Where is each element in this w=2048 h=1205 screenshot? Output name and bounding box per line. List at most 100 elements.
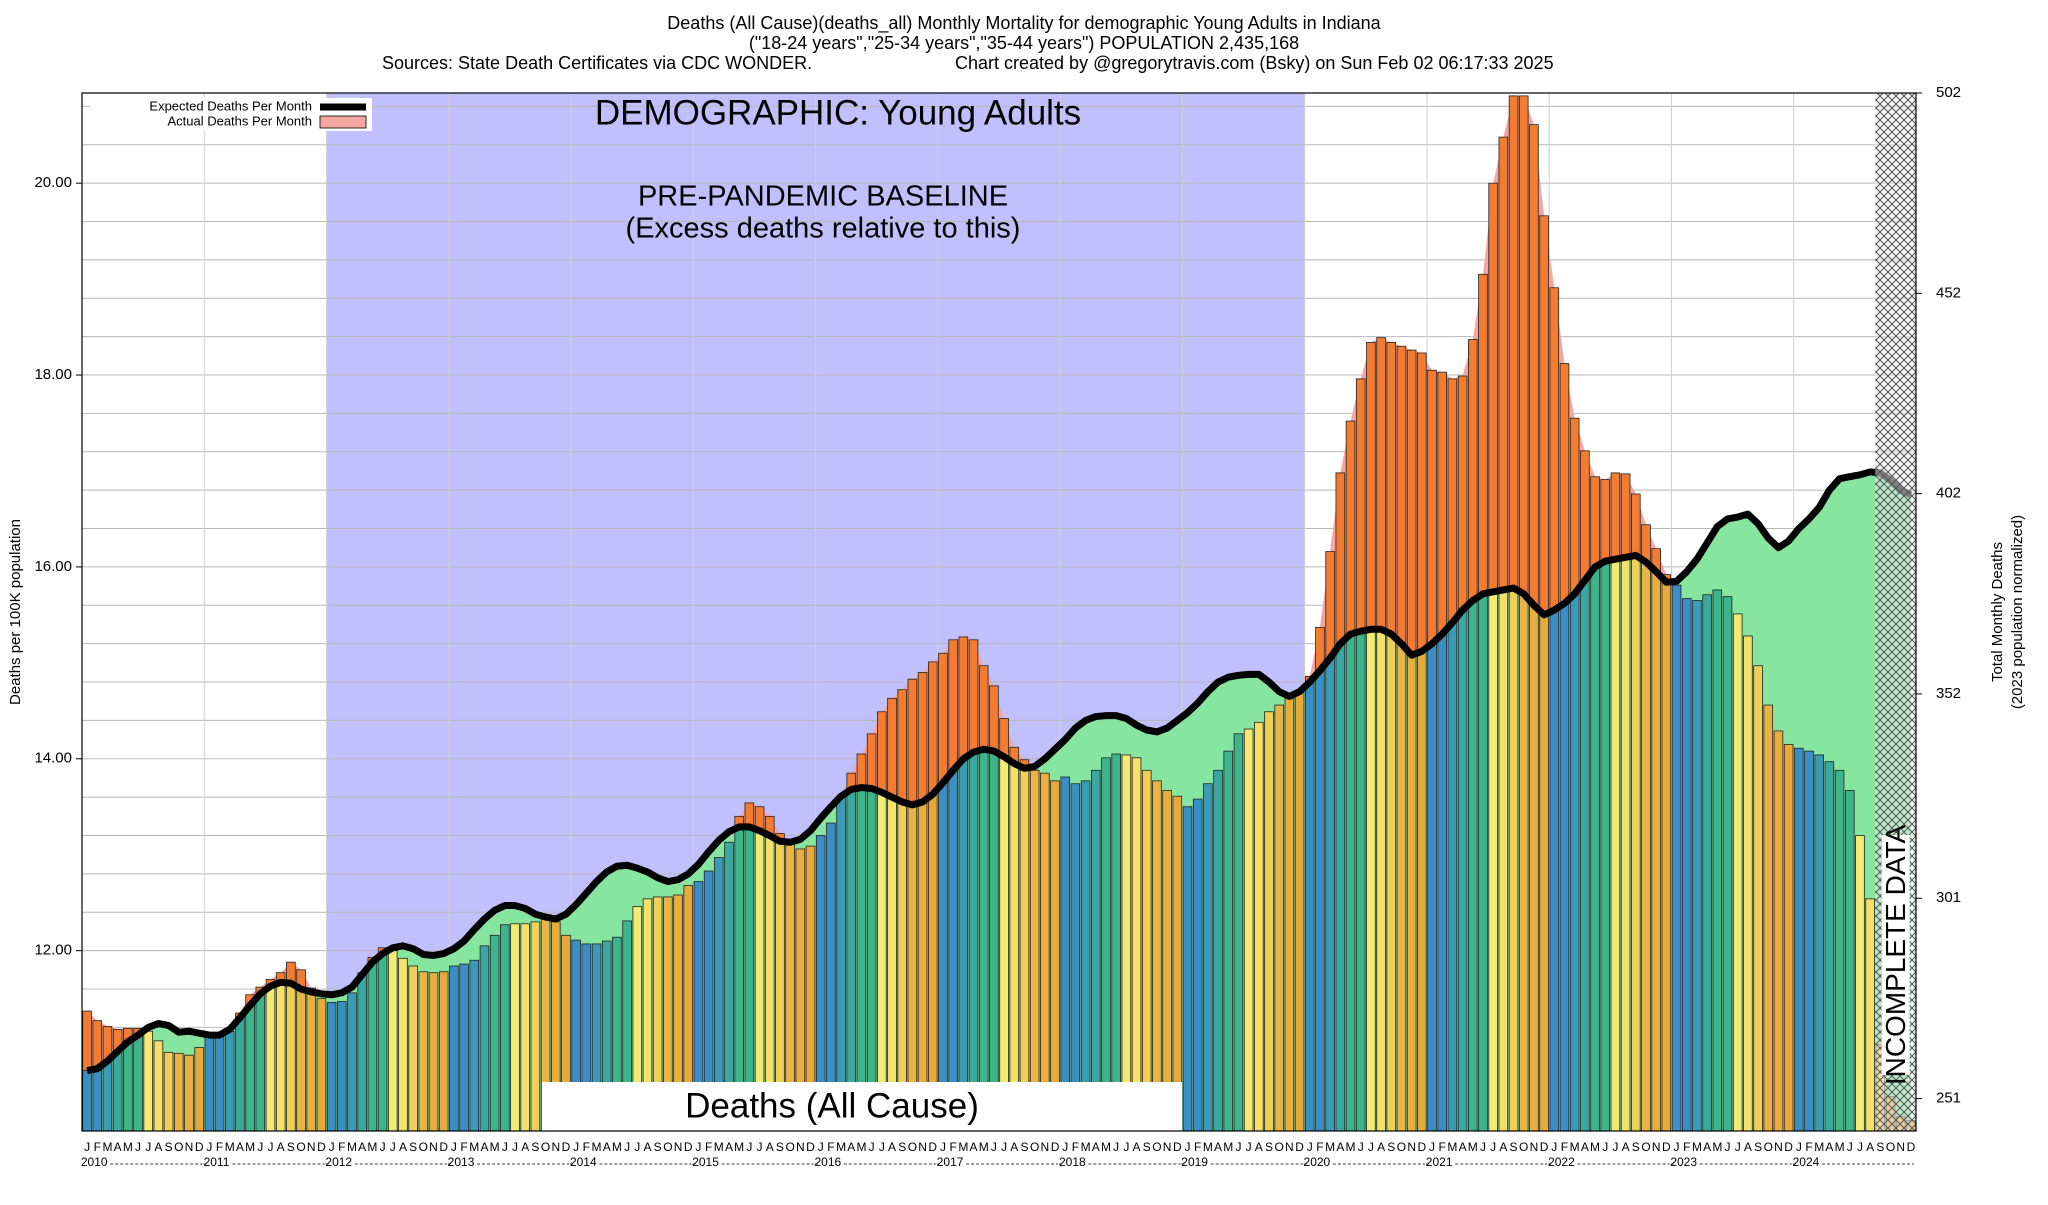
bar: [296, 988, 306, 1132]
x-tick-label: D: [684, 1140, 693, 1154]
x-tick-label: J: [573, 1140, 579, 1154]
bar: [1549, 609, 1560, 1132]
bar: [1488, 591, 1498, 1132]
year-label: 2024: [1793, 1155, 1820, 1169]
x-tick-label: D: [1540, 1140, 1549, 1154]
x-tick-label: J: [1368, 1140, 1374, 1154]
x-tick-label: A: [1581, 1140, 1589, 1154]
bar: [958, 758, 969, 1132]
x-tick-label: N: [1530, 1140, 1539, 1154]
bar: [1600, 560, 1611, 1132]
bar: [82, 1070, 92, 1132]
bar-excess: [877, 711, 887, 793]
x-tick-label: A: [1459, 1140, 1467, 1154]
x-tick-label: A: [399, 1140, 407, 1154]
bar-excess: [999, 718, 1009, 758]
bar-excess: [1468, 339, 1478, 601]
bar: [1070, 783, 1081, 1132]
y-tick-label: 16.00: [34, 558, 72, 575]
x-tick-label: J: [451, 1140, 457, 1154]
x-tick-label: A: [480, 1140, 488, 1154]
bar: [917, 801, 928, 1132]
bar: [1865, 898, 1875, 1132]
x-tick-label: N: [796, 1140, 805, 1154]
bar: [1539, 614, 1549, 1132]
bar: [1773, 730, 1784, 1132]
bar: [1417, 650, 1427, 1132]
year-label: 2021: [1426, 1155, 1453, 1169]
x-tick-label: D: [317, 1140, 326, 1154]
bar-excess: [927, 661, 938, 795]
y2-axis-subtitle: (2023 population normalized): [2009, 515, 2026, 709]
x-tick-label: J: [257, 1140, 263, 1154]
bar: [194, 1047, 204, 1132]
x-tick-label: F: [583, 1140, 590, 1154]
x-tick-label: S: [1876, 1140, 1884, 1154]
bar: [897, 801, 907, 1132]
x-tick-label: F: [949, 1140, 956, 1154]
x-tick-label: M: [836, 1140, 846, 1154]
x-tick-label: J: [1490, 1140, 1496, 1154]
x-tick-label: J: [1429, 1140, 1435, 1154]
bar: [1457, 609, 1468, 1132]
bar: [1437, 633, 1447, 1132]
x-tick-label: D: [195, 1140, 204, 1154]
x-tick-label: N: [1285, 1140, 1294, 1154]
x-tick-label: N: [1407, 1140, 1416, 1154]
bar: [1834, 769, 1845, 1132]
x-tick-label: A: [358, 1140, 366, 1154]
x-tick-label: O: [296, 1140, 305, 1154]
bar: [1152, 780, 1162, 1132]
x-tick-label: M: [1081, 1140, 1091, 1154]
bar: [255, 993, 266, 1132]
sources: Sources: State Death Certificates via CD…: [382, 53, 812, 73]
bar-excess: [1447, 378, 1458, 623]
bar: [265, 985, 276, 1132]
bar: [938, 782, 948, 1132]
bar: [479, 945, 490, 1132]
x-tick-label: D: [1907, 1140, 1916, 1154]
x-tick-label: A: [1010, 1140, 1018, 1154]
bar: [1121, 754, 1132, 1132]
chart-title: Deaths (All Cause)(deaths_all) Monthly M…: [667, 13, 1381, 34]
bar: [887, 796, 897, 1132]
bar: [1111, 753, 1121, 1132]
bar: [235, 1017, 245, 1132]
bar: [1844, 790, 1855, 1132]
bar-excess: [1478, 273, 1488, 595]
x-tick-label: M: [1223, 1140, 1233, 1154]
incomplete-label: INCOMPLETE DATA: [1880, 825, 1911, 1086]
year-label: 2019: [1181, 1155, 1208, 1169]
bar: [1641, 561, 1651, 1132]
bar-excess: [938, 652, 948, 784]
bar: [1376, 628, 1386, 1132]
x-tick-label: A: [1133, 1140, 1141, 1154]
bar: [1478, 593, 1488, 1132]
x-tick-label: O: [1397, 1140, 1406, 1154]
x-tick-label: M: [1692, 1140, 1702, 1154]
demographic-label: DEMOGRAPHIC: Young Adults: [595, 93, 1081, 132]
x-tick-label: O: [541, 1140, 550, 1154]
plot-frame: [81, 92, 1917, 1132]
bar: [1172, 795, 1183, 1132]
x-tick-label: J: [1307, 1140, 1313, 1154]
x-tick-label: A: [1825, 1140, 1833, 1154]
legend-swatch: [319, 115, 367, 129]
bar: [1223, 750, 1234, 1132]
x-tick-label: J: [695, 1140, 701, 1154]
bar: [1692, 600, 1702, 1132]
bar-excess: [856, 753, 867, 788]
bar: [1661, 581, 1672, 1132]
x-tick-label: J: [818, 1140, 824, 1154]
y2-tick-label: 502: [1936, 84, 1961, 101]
x-tick-label: N: [1774, 1140, 1783, 1154]
x-tick-label: J: [991, 1140, 997, 1154]
bar: [1753, 665, 1763, 1132]
y2-tick-label: 251: [1936, 1090, 1961, 1107]
bar: [1182, 806, 1193, 1132]
x-tick-label: J: [1612, 1140, 1618, 1154]
x-tick-label: D: [1173, 1140, 1182, 1154]
bar: [1060, 776, 1071, 1132]
year-label: 2023: [1670, 1155, 1697, 1169]
bar: [1794, 747, 1804, 1132]
